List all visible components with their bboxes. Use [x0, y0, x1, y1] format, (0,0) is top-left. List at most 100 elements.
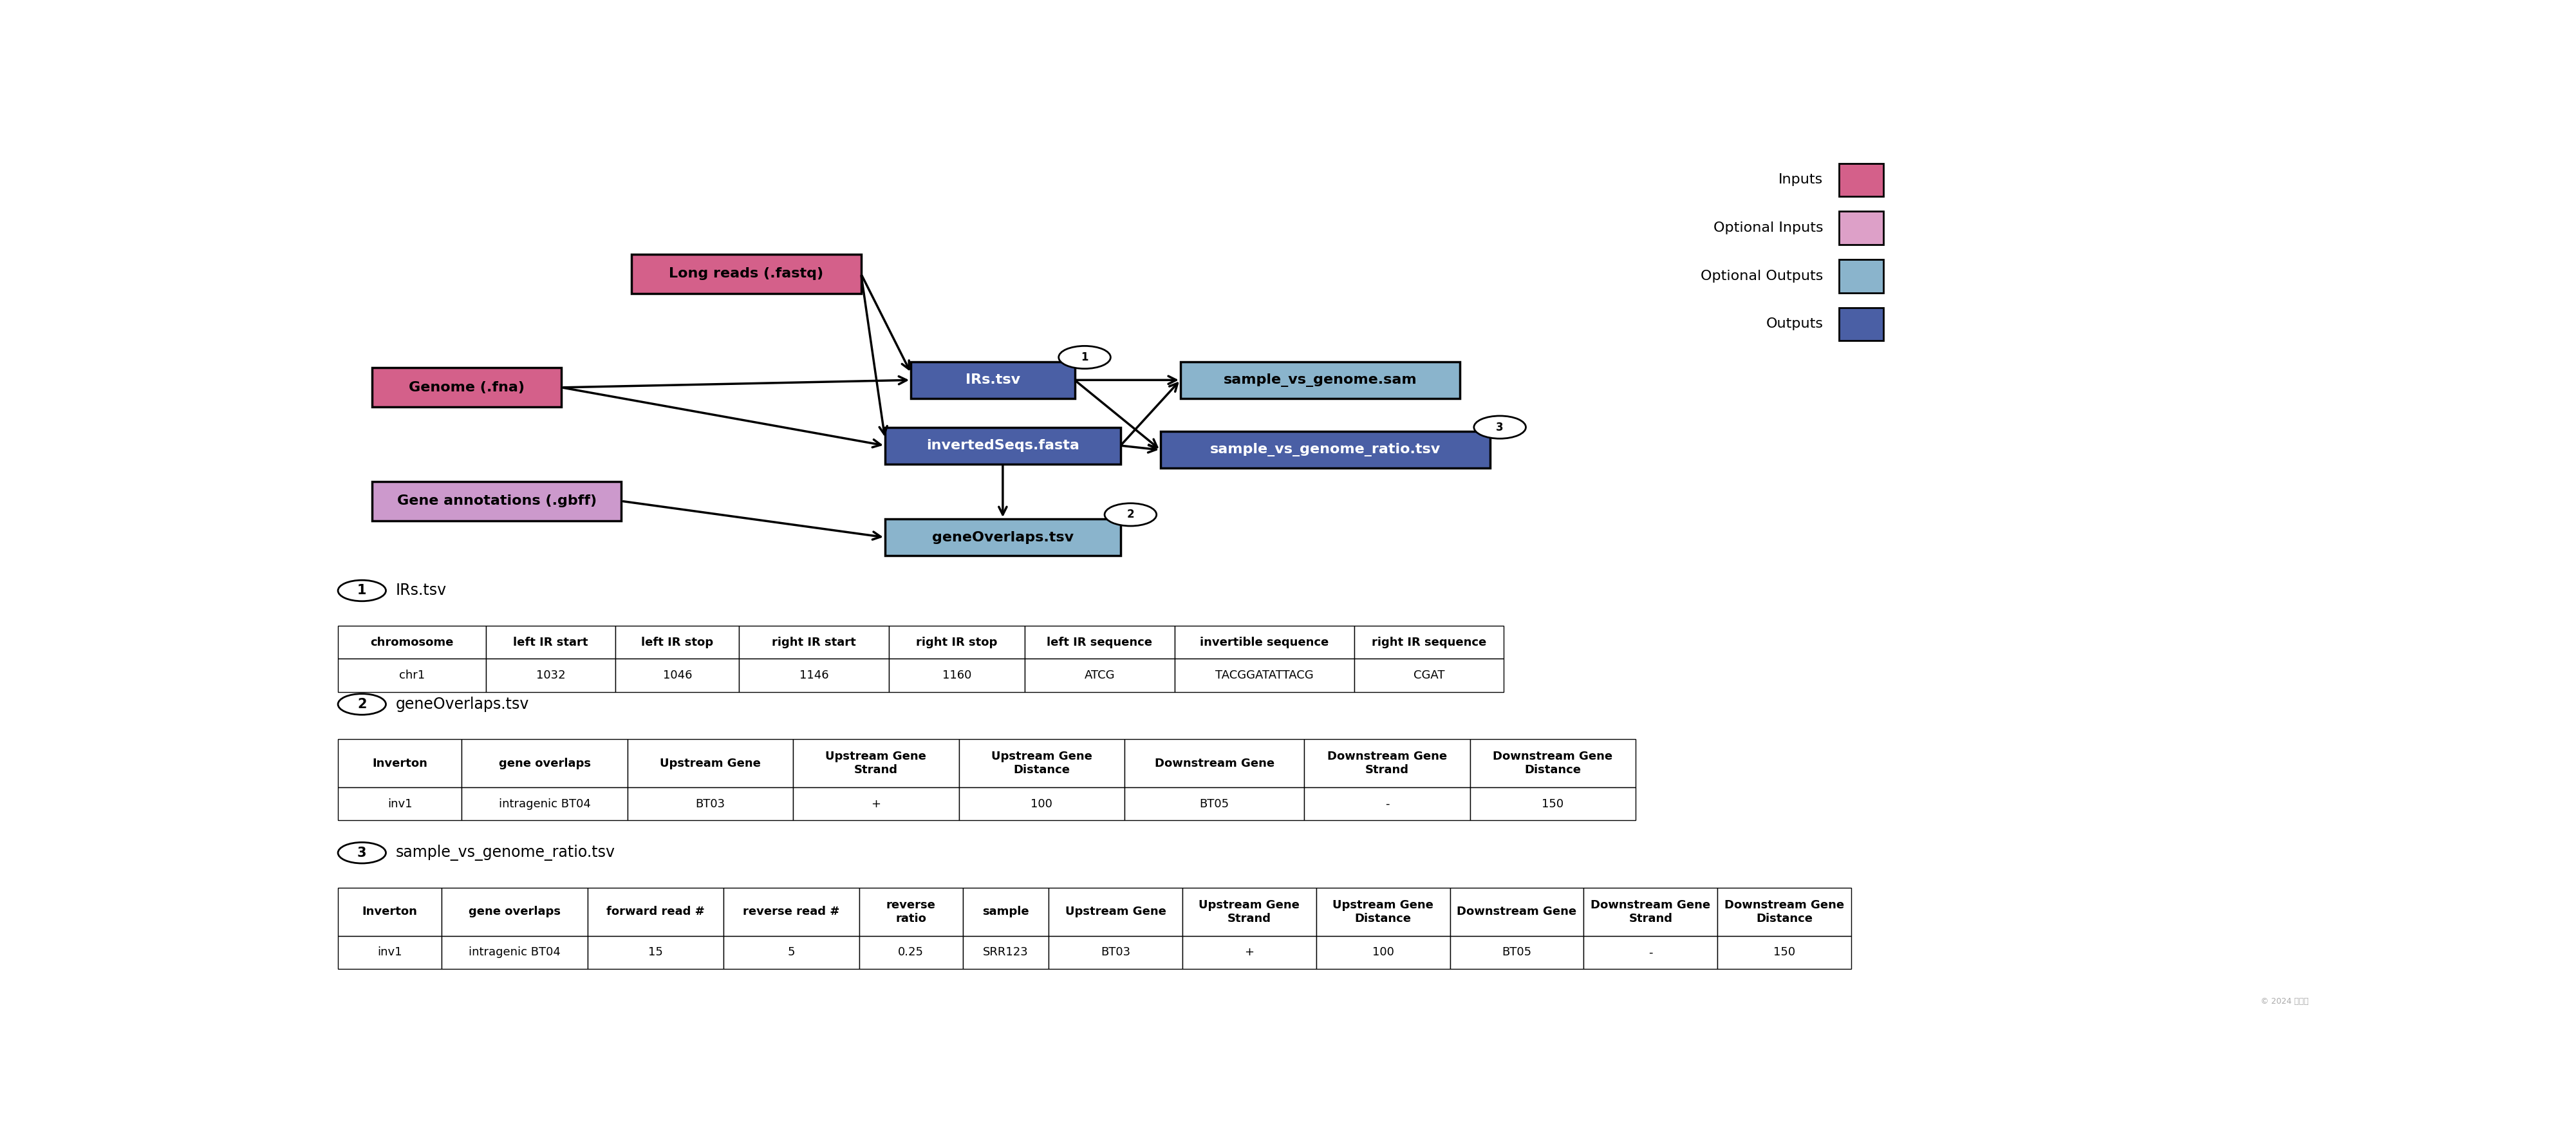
Bar — [629, 739, 793, 788]
Text: Optional Inputs: Optional Inputs — [1713, 221, 1824, 235]
Text: Downstream Gene
Strand: Downstream Gene Strand — [1327, 750, 1448, 775]
Text: IRs.tsv: IRs.tsv — [397, 583, 446, 598]
Text: sample_vs_genome.sam: sample_vs_genome.sam — [1224, 373, 1417, 387]
Text: 150: 150 — [1772, 947, 1795, 958]
Bar — [337, 739, 461, 788]
Bar — [337, 658, 487, 692]
Text: sample_vs_genome_ratio.tsv: sample_vs_genome_ratio.tsv — [397, 844, 616, 860]
Circle shape — [1473, 415, 1525, 438]
Text: Downstream Gene: Downstream Gene — [1154, 757, 1275, 770]
Bar — [1048, 888, 1182, 936]
Bar — [1175, 658, 1355, 692]
Bar — [889, 658, 1025, 692]
Bar — [793, 788, 958, 821]
Bar — [1182, 936, 1316, 969]
Text: Upstream Gene: Upstream Gene — [659, 757, 760, 770]
Bar — [487, 625, 616, 658]
Text: BT05: BT05 — [1502, 947, 1533, 958]
Bar — [858, 888, 963, 936]
Bar — [1303, 788, 1471, 821]
Bar — [629, 788, 793, 821]
Text: 5: 5 — [788, 947, 796, 958]
Bar — [858, 936, 963, 969]
Text: 1032: 1032 — [536, 670, 564, 681]
Text: 100: 100 — [1030, 798, 1054, 809]
Text: invertedSeqs.fasta: invertedSeqs.fasta — [927, 439, 1079, 452]
Bar — [1316, 888, 1450, 936]
Text: inv1: inv1 — [379, 947, 402, 958]
Bar — [337, 788, 461, 821]
Bar — [1303, 739, 1471, 788]
Bar — [1839, 163, 1883, 196]
Text: 2: 2 — [358, 698, 366, 711]
Bar — [1126, 739, 1303, 788]
Bar — [1162, 431, 1489, 469]
Circle shape — [337, 693, 386, 715]
Bar — [724, 888, 858, 936]
Text: intragenic BT04: intragenic BT04 — [469, 947, 562, 958]
Text: sample_vs_genome_ratio.tsv: sample_vs_genome_ratio.tsv — [1211, 443, 1440, 456]
Text: Upstream Gene
Strand: Upstream Gene Strand — [824, 750, 927, 775]
Text: right IR stop: right IR stop — [917, 637, 997, 648]
Bar — [1584, 888, 1718, 936]
Bar — [793, 739, 958, 788]
Text: 1160: 1160 — [943, 670, 971, 681]
Text: Downstream Gene
Strand: Downstream Gene Strand — [1592, 899, 1710, 924]
Text: 3: 3 — [358, 847, 366, 859]
Bar — [739, 658, 889, 692]
Text: left IR sequence: left IR sequence — [1046, 637, 1151, 648]
Text: intragenic BT04: intragenic BT04 — [500, 798, 590, 809]
Bar — [739, 625, 889, 658]
Text: inv1: inv1 — [386, 798, 412, 809]
Text: 3: 3 — [1497, 421, 1504, 434]
Bar — [1839, 211, 1883, 244]
Text: Downstream Gene
Distance: Downstream Gene Distance — [1494, 750, 1613, 775]
Text: -: - — [1386, 798, 1388, 809]
Text: Genome (.fna): Genome (.fna) — [410, 381, 526, 394]
Text: BT03: BT03 — [1100, 947, 1131, 958]
Text: ATCG: ATCG — [1084, 670, 1115, 681]
Text: 2: 2 — [1126, 508, 1133, 521]
Bar — [1025, 625, 1175, 658]
Bar — [487, 658, 616, 692]
Bar — [631, 254, 860, 294]
Bar — [1175, 625, 1355, 658]
Text: © 2024 诺鲡通: © 2024 诺鲡通 — [2259, 998, 2308, 1006]
Bar — [1471, 739, 1636, 788]
Bar — [889, 625, 1025, 658]
Bar — [337, 936, 443, 969]
Bar — [1126, 788, 1303, 821]
Bar — [587, 936, 724, 969]
Bar — [1718, 888, 1852, 936]
Text: left IR start: left IR start — [513, 637, 587, 648]
Bar — [1355, 658, 1504, 692]
Text: forward read #: forward read # — [605, 906, 706, 917]
Text: Optional Outputs: Optional Outputs — [1700, 270, 1824, 283]
Circle shape — [337, 580, 386, 602]
Text: sample: sample — [981, 906, 1030, 917]
Bar — [1355, 625, 1504, 658]
Text: 150: 150 — [1543, 798, 1564, 809]
Text: Upstream Gene: Upstream Gene — [1064, 906, 1167, 917]
Bar — [443, 936, 587, 969]
Text: 15: 15 — [649, 947, 662, 958]
Bar — [1048, 936, 1182, 969]
Bar — [616, 658, 739, 692]
Text: +: + — [871, 798, 881, 809]
Bar — [1180, 362, 1461, 398]
Text: right IR start: right IR start — [773, 637, 855, 648]
Bar — [1316, 936, 1450, 969]
Text: Long reads (.fastq): Long reads (.fastq) — [670, 268, 824, 280]
Bar — [1025, 658, 1175, 692]
Bar — [337, 888, 443, 936]
Text: right IR sequence: right IR sequence — [1370, 637, 1486, 648]
Bar — [1450, 888, 1584, 936]
Circle shape — [1059, 346, 1110, 369]
Text: Upstream Gene
Strand: Upstream Gene Strand — [1198, 899, 1301, 924]
Text: 1: 1 — [358, 585, 366, 597]
Text: Outputs: Outputs — [1767, 318, 1824, 330]
Bar — [461, 788, 629, 821]
Text: CGAT: CGAT — [1414, 670, 1445, 681]
Bar — [958, 739, 1126, 788]
Bar — [912, 362, 1074, 398]
